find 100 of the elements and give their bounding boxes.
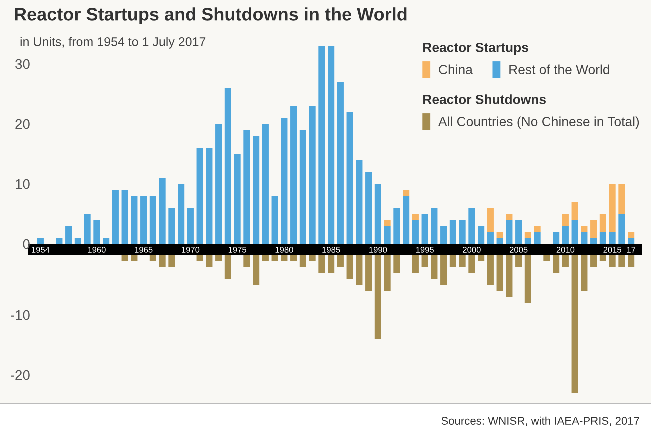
bar	[487, 232, 494, 244]
bar	[337, 82, 344, 244]
bar	[37, 238, 44, 244]
x-tick-label: 2010	[556, 247, 575, 253]
bar	[516, 220, 522, 244]
bar	[562, 214, 569, 226]
bar	[562, 226, 569, 244]
bar	[581, 226, 588, 232]
bar	[178, 184, 185, 244]
bar	[300, 130, 306, 244]
bar	[140, 196, 148, 244]
bar	[628, 238, 635, 244]
bar	[534, 226, 541, 232]
chart-subtitle: in Units, from 1954 to 1 July 2017	[20, 37, 206, 49]
bar	[412, 214, 419, 220]
bar	[234, 154, 241, 244]
bar	[524, 232, 532, 238]
bar	[253, 136, 260, 244]
bar	[159, 178, 166, 244]
bar	[168, 208, 176, 244]
x-tick-label: 2000	[463, 247, 481, 253]
bar	[459, 220, 466, 244]
chart-title: Reactor Startups and Shutdowns in the World	[15, 8, 407, 24]
x-tick-label: 1975	[228, 247, 246, 253]
bar	[431, 208, 438, 244]
bar	[84, 214, 91, 244]
bar	[122, 190, 128, 244]
bar	[187, 208, 194, 244]
legend-label: China	[439, 64, 473, 74]
y-tick-label: -20	[10, 370, 30, 380]
y-tick-label: 0	[23, 239, 30, 250]
bar	[150, 196, 156, 244]
bar	[450, 220, 456, 244]
bar	[553, 232, 560, 244]
legend-title: Reactor Startups	[424, 42, 528, 55]
bar	[628, 232, 635, 238]
bar	[318, 46, 326, 244]
bar	[609, 232, 616, 244]
bar	[131, 196, 138, 244]
bar	[496, 238, 504, 244]
bar	[618, 214, 626, 244]
bar	[572, 202, 578, 220]
bar	[487, 208, 494, 232]
bar	[356, 160, 363, 244]
x-tick-label: 1970	[182, 247, 200, 253]
bar	[600, 214, 606, 232]
bar	[506, 214, 513, 220]
x-tick-label: 1980	[276, 247, 294, 253]
bar	[346, 112, 354, 244]
bar	[384, 226, 391, 244]
bar	[272, 196, 278, 244]
legend-label: Rest of the World	[510, 64, 610, 74]
bar	[66, 226, 72, 244]
x-tick-label: 17	[627, 247, 636, 253]
bar	[224, 88, 232, 244]
bar	[534, 232, 541, 244]
y-tick-label: 30	[16, 59, 30, 70]
legend-label: All Countries (No Chinese in Total)	[438, 116, 640, 130]
bar	[496, 232, 504, 238]
bar	[196, 148, 204, 244]
y-tick-label: 20	[16, 119, 30, 130]
bar	[112, 190, 119, 244]
bar	[394, 208, 400, 244]
bar	[403, 190, 410, 196]
bar	[244, 130, 250, 244]
bar	[94, 220, 100, 244]
bar	[74, 238, 82, 244]
bar	[384, 220, 391, 226]
bar	[618, 184, 626, 214]
bar	[506, 220, 513, 244]
bar	[290, 106, 298, 244]
bar	[412, 220, 419, 244]
bar	[478, 226, 485, 244]
bar	[216, 124, 222, 244]
bar	[262, 124, 269, 244]
bar	[468, 208, 476, 244]
x-tick-label: 1990	[370, 247, 388, 253]
source-note: Sources: WNISR, with IAEA-PRIS, 2017	[442, 416, 640, 426]
x-tick-label: 1965	[135, 247, 153, 253]
bar	[328, 46, 335, 244]
bar	[590, 220, 598, 238]
legend-title: Reactor Shutdowns	[424, 94, 546, 104]
bar	[609, 184, 616, 232]
bar	[403, 196, 410, 244]
bar	[309, 106, 316, 244]
y-tick-label: 10	[16, 179, 30, 190]
bar	[374, 184, 382, 244]
bar	[581, 232, 588, 244]
bar	[366, 172, 372, 244]
x-tick-label: 1995	[416, 247, 434, 253]
x-tick-label: 2015	[604, 247, 622, 253]
bar	[103, 238, 110, 244]
bar	[572, 220, 578, 244]
x-tick-label: 1954	[32, 247, 50, 253]
bar	[524, 238, 532, 244]
bar	[281, 118, 288, 244]
x-tick-label: 2005	[510, 247, 528, 253]
bar	[422, 214, 428, 244]
bar	[600, 232, 606, 244]
x-tick-label: 1960	[88, 247, 106, 253]
